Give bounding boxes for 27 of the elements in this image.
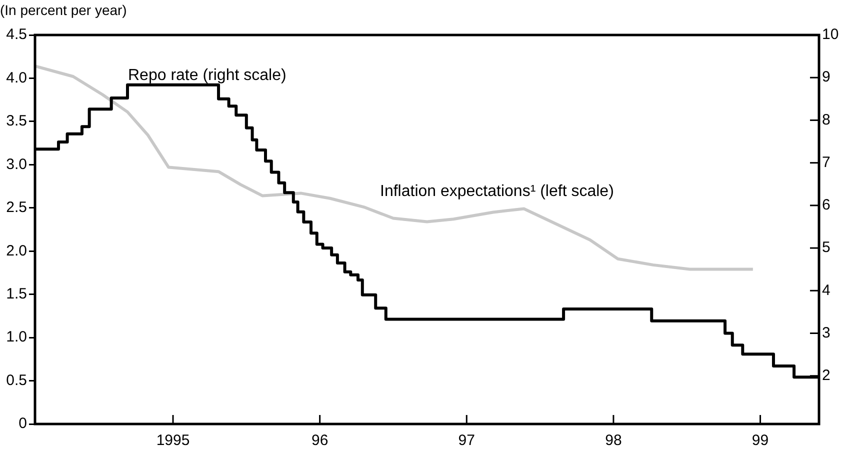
- x-tick-label: 97: [458, 432, 475, 450]
- y-tick-label: 3.0: [6, 156, 27, 173]
- y-axis-title: (In percent per year): [0, 2, 127, 18]
- series-label: Inflation expectations¹ (left scale): [380, 183, 614, 200]
- y-tick-label: 0: [18, 415, 27, 432]
- y2-tick-label: 2: [822, 366, 830, 384]
- x-tick-label: 99: [752, 432, 769, 450]
- y-tick-label: 2.5: [6, 199, 27, 216]
- y-tick-label: 2.0: [6, 242, 27, 260]
- y-tick-label: 1.5: [6, 285, 27, 302]
- y2-tick-label: 5: [822, 239, 830, 256]
- series-label: Repo rate (right scale): [128, 67, 286, 84]
- x-tick-label: 96: [311, 432, 328, 450]
- x-tick-label: 1995: [156, 432, 190, 450]
- y2-tick-label: 6: [822, 196, 830, 214]
- x-tick-label: 98: [605, 432, 622, 450]
- y-tick-label: 4.5: [6, 26, 27, 44]
- y2-tick-label: 10: [822, 26, 839, 44]
- y-tick-label: 4.0: [6, 69, 27, 86]
- y2-tick-label: 3: [822, 324, 830, 342]
- y2-tick-label: 8: [822, 111, 830, 128]
- y-tick-label: 1.0: [6, 328, 27, 346]
- y2-tick-label: 7: [822, 154, 830, 171]
- y2-tick-label: 9: [822, 68, 830, 86]
- y2-tick-label: 4: [822, 282, 830, 299]
- y-tick-label: 3.5: [6, 112, 27, 130]
- y-tick-label: 0.5: [6, 372, 27, 389]
